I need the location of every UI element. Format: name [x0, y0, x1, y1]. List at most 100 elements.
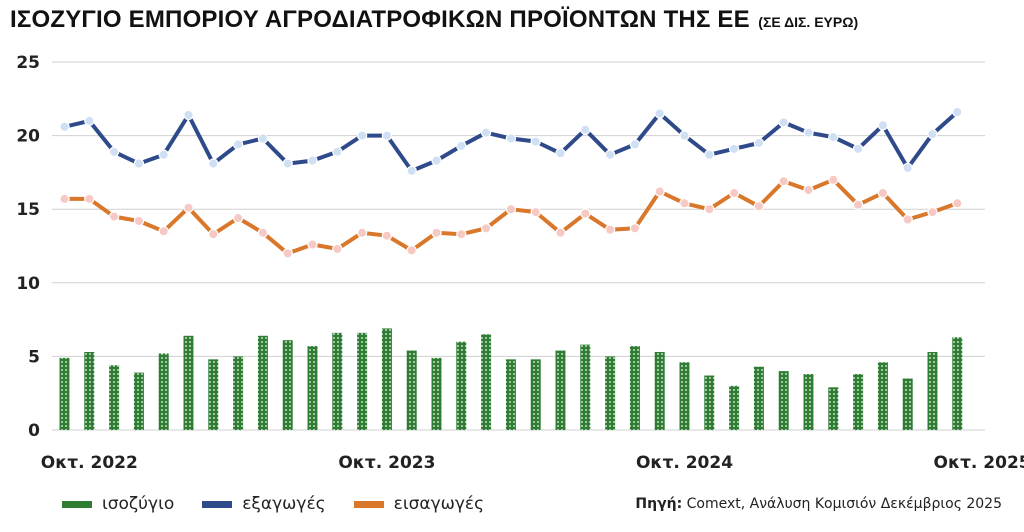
legend-label-imports: εισαγωγές: [393, 494, 485, 514]
source-text: Comext, Ανάλυση Κομισιόν Δεκέμβριος 2025: [686, 496, 1002, 512]
y-axis: 0 5 10 15 20 25: [16, 53, 40, 441]
balance-bar: [877, 362, 888, 430]
y-tick-label: 25: [16, 53, 40, 73]
imports-point: [332, 243, 343, 255]
exports-point: [728, 143, 740, 155]
balance-bar: [778, 371, 789, 430]
exports-point: [381, 130, 393, 141]
exports-point: [257, 133, 269, 144]
exports-point: [332, 146, 343, 157]
imports-point: [406, 245, 417, 256]
balance-bar: [704, 375, 715, 430]
imports-point: [307, 239, 318, 250]
balance-bar: [381, 328, 392, 430]
balance-bar: [629, 346, 640, 430]
legend-item-imports: εισαγωγές: [353, 494, 485, 514]
imports-point: [183, 202, 194, 213]
imports-point: [580, 208, 591, 219]
title-main: ΙΣΟΖΥΓΙΟ ΕΜΠΟΡΙΟΥ ΑΓΡΟΔΙΑΤΡΟΦΙΚΩΝ ΠΡΟΪΟΝ…: [10, 6, 750, 33]
y-tick-label: 5: [28, 347, 40, 367]
exports-point: [282, 158, 293, 169]
exports-point: [431, 155, 442, 166]
exports-point: [927, 128, 938, 140]
imports-point: [480, 223, 492, 234]
exports-point: [902, 162, 913, 174]
imports-line: [62, 177, 960, 256]
exports-point: [530, 136, 541, 147]
legend-label-balance: ισοζύγιο: [102, 494, 175, 514]
balance-bar: [158, 353, 169, 430]
imports-point: [530, 206, 541, 218]
balance-bar: [233, 356, 244, 430]
imports-point: [505, 203, 517, 215]
exports-point: [704, 149, 715, 160]
exports-point: [505, 133, 517, 144]
exports-point: [654, 108, 665, 119]
imports-point: [952, 198, 963, 209]
imports-point: [356, 227, 368, 238]
imports-point: [753, 201, 765, 212]
exports-point: [84, 115, 95, 127]
chart-title: ΙΣΟΖΥΓΙΟ ΕΜΠΟΡΙΟΥ ΑΓΡΟΔΙΑΤΡΟΦΙΚΩΝ ΠΡΟΪΟΝ…: [10, 6, 858, 34]
x-axis: Οκτ. 2022 Οκτ. 2023 Οκτ. 2024 Οκτ. 2025: [41, 453, 1024, 473]
exports-point: [133, 158, 145, 169]
imports-point: [778, 176, 789, 187]
imports-point: [282, 248, 293, 259]
source-label: Πηγή:: [635, 496, 683, 512]
imports-point: [84, 193, 95, 205]
series-lines: [59, 106, 963, 259]
balance-bars: [59, 328, 963, 430]
balance-bar: [605, 356, 616, 430]
imports-point: [877, 187, 889, 199]
imports-point: [431, 227, 442, 238]
balance-bar: [952, 337, 963, 430]
exports-point: [555, 148, 566, 159]
imports-point: [679, 198, 690, 209]
x-tick-label: Οκτ. 2022: [41, 453, 138, 473]
exports-point: [406, 165, 417, 177]
exports-point: [629, 139, 641, 150]
balance-bar: [927, 351, 938, 430]
source-note: Πηγή: Comext, Ανάλυση Κομισιόν Δεκέμβριο…: [635, 496, 1002, 512]
legend-label-exports: εξαγωγές: [242, 494, 326, 514]
imports-point: [654, 186, 665, 197]
balance-bar: [257, 335, 268, 430]
exports-point: [778, 117, 789, 128]
balance-bar: [679, 362, 690, 430]
imports-point: [902, 214, 913, 225]
balance-bar: [902, 378, 913, 430]
imports-point: [927, 206, 938, 218]
exports-point: [356, 130, 368, 141]
exports-point: [456, 140, 467, 152]
balance-bar: [456, 341, 467, 430]
balance-bar: [282, 340, 293, 430]
x-tick-label: Οκτ. 2024: [636, 453, 733, 473]
exports-point: [604, 149, 616, 160]
balance-bar: [580, 344, 591, 430]
y-tick-label: 10: [16, 274, 40, 294]
exports-point: [307, 155, 318, 166]
legend: ισοζύγιο εξαγωγές εισαγωγές: [62, 494, 512, 514]
exports-point: [158, 149, 169, 160]
balance-bar: [654, 351, 665, 430]
balance-bar: [133, 372, 144, 430]
imports-point: [456, 229, 467, 240]
balance-bar: [109, 365, 120, 430]
y-tick-label: 0: [28, 421, 40, 441]
exports-point: [208, 158, 219, 169]
imports-point: [257, 227, 269, 238]
balance-bar: [853, 374, 864, 430]
imports-point: [604, 224, 616, 236]
balance-bar: [357, 332, 368, 430]
exports-point: [753, 137, 765, 149]
legend-swatch-exports: [202, 500, 233, 508]
imports-point: [208, 229, 219, 240]
balance-bar: [59, 357, 70, 430]
exports-point: [232, 139, 244, 150]
balance-bar: [803, 374, 814, 430]
balance-bar: [753, 366, 764, 430]
balance-bar: [530, 359, 541, 430]
legend-item-balance: ισοζύγιο: [62, 494, 174, 514]
exports-point: [803, 127, 814, 138]
balance-bar: [431, 357, 442, 430]
